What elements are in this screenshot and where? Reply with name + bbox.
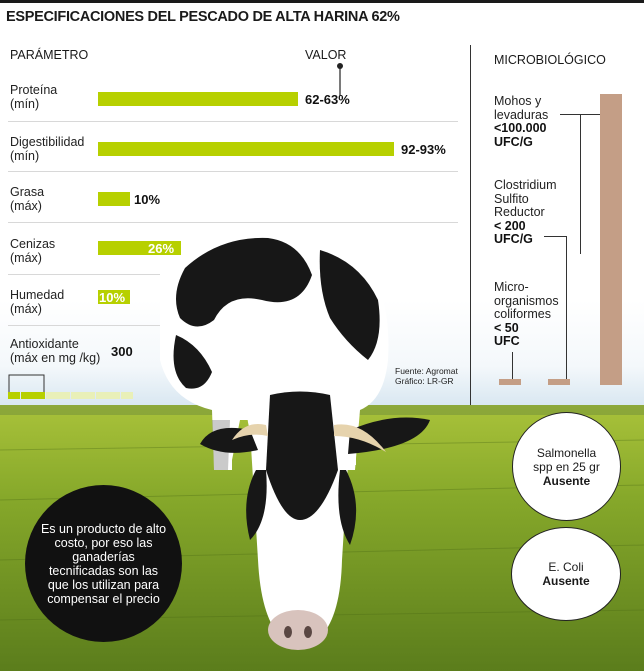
micro-leader — [544, 236, 567, 237]
value-leader — [337, 63, 343, 96]
antioxidant-scale-segment — [120, 392, 133, 399]
micro-item-molds: Mohos y levaduras <100.000 UFC/G — [494, 94, 549, 149]
param-label-antioxidant: Antioxidante (máx en mg /kg) — [10, 337, 101, 365]
value-protein: 62-63% — [305, 92, 350, 107]
antioxidant-bracket — [8, 374, 45, 392]
antioxidant-scale-segment — [108, 392, 120, 399]
row-divider — [8, 222, 458, 223]
micro-item-coliforms: Micro- organismos coliformes < 50 UFC — [494, 280, 559, 348]
antioxidant-scale-segment — [33, 392, 45, 399]
micro-leader — [560, 114, 600, 115]
top-rule — [0, 0, 644, 3]
micro-leader — [566, 236, 567, 379]
micro-leader — [512, 352, 513, 379]
antioxidant-scale-segment — [20, 392, 33, 399]
row-divider — [8, 325, 160, 326]
antioxidant-scale-segment — [95, 392, 108, 399]
micro-stub — [548, 379, 570, 385]
param-label-ash: Cenizas (máx) — [10, 237, 56, 265]
microbiology-bar — [600, 94, 622, 385]
micro-leader — [580, 114, 581, 254]
value-ash: 26% — [148, 241, 175, 256]
antioxidant-scale-segment — [70, 392, 83, 399]
row-divider — [8, 171, 458, 172]
ecoli-circle: E. Coli Ausente — [511, 527, 621, 621]
value-moisture: 10% — [99, 290, 126, 305]
cost-note-circle: Es un producto de alto costo, por eso la… — [25, 485, 182, 642]
value-fat: 10% — [134, 192, 161, 207]
row-divider — [8, 274, 160, 275]
parameter-header: PARÁMETRO — [10, 48, 89, 62]
antioxidant-scale — [8, 392, 133, 399]
bar-fat — [98, 192, 130, 206]
param-label-protein: Proteína (mín) — [10, 83, 58, 111]
value-antioxidant: 300 — [111, 344, 133, 359]
source-note: Fuente: Agromat Gráfico: LR-GR — [395, 366, 458, 386]
bar-ash — [98, 241, 181, 255]
salmonella-circle: Salmonella spp en 25 gr Ausente — [512, 412, 621, 521]
value-header: VALOR — [305, 48, 347, 62]
bar-moisture — [98, 290, 130, 304]
antioxidant-scale-segment — [58, 392, 70, 399]
param-label-moisture: Humedad (máx) — [10, 288, 65, 316]
bar-protein — [98, 92, 298, 106]
antioxidant-scale-segment — [83, 392, 95, 399]
row-divider — [8, 121, 458, 122]
chart-title: ESPECIFICACIONES DEL PESCADO DE ALTA HAR… — [6, 9, 400, 25]
micro-stub — [499, 379, 521, 385]
antioxidant-scale-segment — [8, 392, 20, 399]
cow-figure — [160, 231, 430, 650]
micro-item-clostridium: Clostridium Sulfito Reductor < 200 UFC/G — [494, 178, 557, 246]
value-digestibility: 92-93% — [401, 142, 446, 157]
bar-digestibility — [98, 142, 394, 156]
antioxidant-scale-segment — [45, 392, 58, 399]
section-divider — [470, 45, 471, 405]
microbiology-header: MICROBIOLÓGICO — [494, 53, 606, 67]
param-label-digestibility: Digestibilidad (mín) — [10, 135, 85, 163]
param-label-fat: Grasa (máx) — [10, 185, 45, 213]
